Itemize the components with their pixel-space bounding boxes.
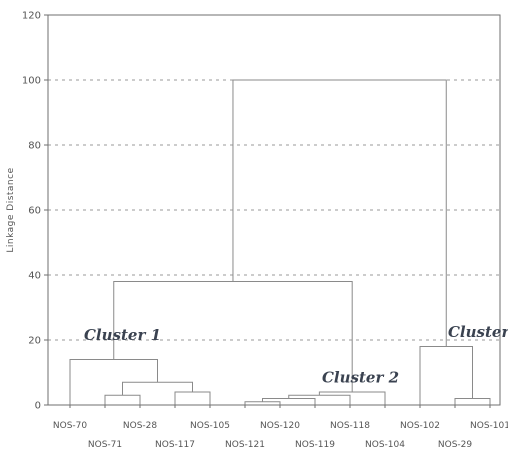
y-axis-title: Linkage Distance — [6, 167, 16, 252]
leaf-label-nos-71: NOS-71 — [88, 440, 122, 450]
leaf-label-nos-120: NOS-120 — [260, 421, 300, 431]
leaf-label-nos-101: NOS-101 — [470, 421, 508, 431]
y-axis-ticks: 0 20 40 60 80 100 120 — [22, 11, 48, 412]
y-tick-label-120: 120 — [22, 11, 41, 22]
leaf-label-nos-117: NOS-117 — [155, 440, 195, 450]
cluster-label-1: Cluster 1 — [84, 326, 161, 344]
leaf-label-nos-104: NOS-104 — [365, 440, 405, 450]
cluster-annotations: Cluster 1 Cluster 2 Cluster 3 — [84, 323, 508, 387]
y-tick-label-20: 20 — [28, 336, 41, 347]
y-tick-label-100: 100 — [22, 76, 41, 87]
dendrogram-link-10 — [419, 346, 473, 405]
y-tick-label-0: 0 — [35, 401, 41, 412]
leaf-label-nos-105: NOS-105 — [190, 421, 230, 431]
dendrogram-link-5 — [288, 394, 351, 405]
leaf-label-nos-119: NOS-119 — [295, 440, 335, 450]
leaf-label-nos-121: NOS-121 — [225, 440, 265, 450]
gridlines — [48, 79, 500, 341]
y-tick-label-80: 80 — [28, 141, 41, 152]
dendrogram-links — [69, 79, 491, 405]
leaf-label-nos-28: NOS-28 — [123, 421, 158, 431]
y-tick-label-40: 40 — [28, 271, 41, 282]
dendrogram-link-2 — [454, 398, 491, 405]
cluster-label-2: Cluster 2 — [322, 368, 399, 386]
leaf-label-nos-102: NOS-102 — [400, 421, 440, 431]
cluster-label-3: Cluster 3 — [448, 323, 508, 341]
leaf-label-nos-70: NOS-70 — [53, 421, 88, 431]
dendrogram-link-6 — [174, 391, 211, 405]
dendrogram-link-4 — [104, 394, 141, 405]
leaf-label-nos-118: NOS-118 — [330, 421, 370, 431]
y-tick-label-60: 60 — [28, 206, 41, 217]
leaf-label-nos-29: NOS-29 — [438, 440, 473, 450]
dendrogram-link-8 — [122, 381, 193, 396]
dendrogram-link-12 — [232, 79, 447, 347]
dendrogram-link-7 — [318, 391, 386, 405]
